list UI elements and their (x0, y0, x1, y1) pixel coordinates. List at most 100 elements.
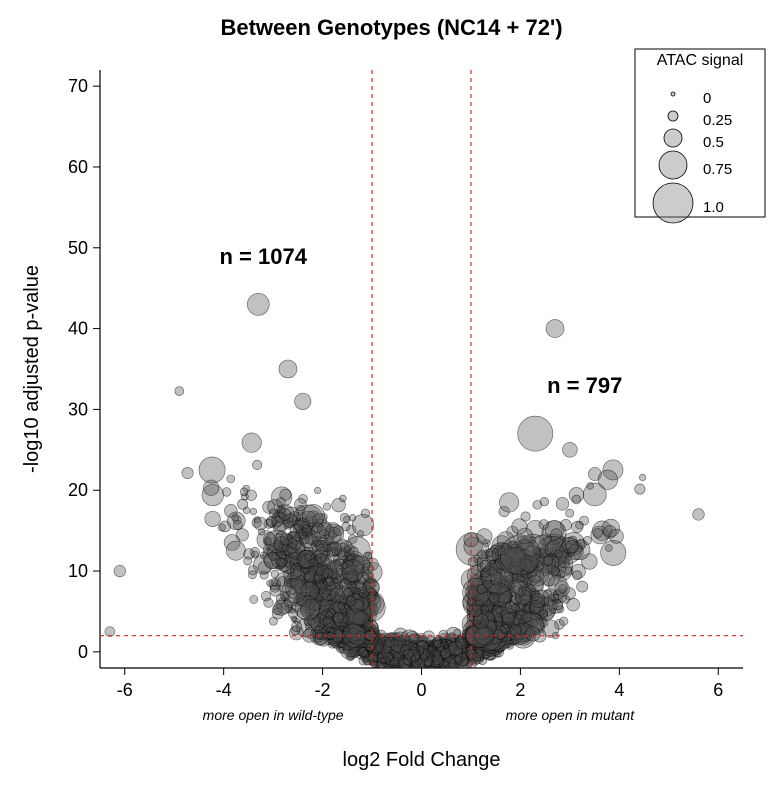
data-point (577, 581, 588, 592)
data-point (566, 541, 579, 554)
data-point (226, 541, 245, 560)
data-point (609, 529, 623, 543)
data-point (264, 598, 273, 607)
data-point (270, 585, 281, 596)
data-point (227, 475, 235, 483)
data-point (269, 617, 277, 625)
data-point (468, 557, 478, 567)
legend-swatch (668, 111, 678, 121)
data-point (305, 533, 316, 544)
data-point (562, 442, 577, 457)
data-point (510, 624, 521, 635)
data-point (454, 655, 462, 663)
data-point (531, 594, 545, 608)
data-point (368, 653, 378, 663)
data-point (338, 602, 345, 609)
data-point (486, 549, 493, 556)
data-point (332, 498, 346, 512)
y-tick-label: 30 (68, 399, 88, 419)
y-tick-label: 10 (68, 561, 88, 581)
data-point (639, 474, 646, 481)
data-point (349, 547, 358, 556)
data-point (521, 612, 531, 622)
data-point (318, 522, 331, 535)
data-point (526, 627, 540, 641)
data-point (314, 574, 322, 582)
data-point (244, 557, 252, 565)
data-point (271, 570, 279, 578)
legend-label: 1.0 (703, 199, 724, 216)
data-point (328, 543, 341, 556)
data-point (579, 516, 588, 525)
x-tick-label: 6 (713, 680, 723, 700)
data-point (316, 540, 328, 552)
data-point (267, 516, 277, 526)
data-point (502, 613, 514, 625)
data-point (559, 617, 568, 626)
legend-swatch (659, 151, 687, 179)
data-point (555, 550, 562, 557)
data-point (346, 596, 356, 606)
data-point (380, 657, 386, 663)
data-point (693, 509, 705, 521)
x-sub-label-right: more open in mutant (506, 707, 636, 723)
data-point (505, 602, 516, 613)
data-point (403, 649, 413, 659)
data-point (246, 490, 257, 501)
data-point (518, 416, 553, 451)
data-point (293, 568, 302, 577)
y-tick-label: 60 (68, 157, 88, 177)
data-point (288, 539, 297, 548)
x-tick-label: 2 (515, 680, 525, 700)
x-tick-label: -6 (117, 680, 133, 700)
data-point (605, 545, 612, 552)
data-point (277, 558, 286, 567)
legend-swatch (664, 129, 682, 147)
x-sub-label-left: more open in wild-type (203, 707, 344, 723)
data-point (182, 467, 193, 478)
data-point (114, 565, 126, 577)
y-tick-label: 40 (68, 319, 88, 339)
data-point (540, 497, 549, 506)
data-point (468, 653, 480, 665)
data-point (334, 526, 344, 536)
data-point (587, 483, 594, 490)
data-point (496, 607, 503, 614)
data-point (601, 540, 626, 565)
points-layer (105, 293, 704, 672)
data-point (539, 609, 547, 617)
data-point (434, 640, 442, 648)
data-point (199, 457, 225, 483)
data-point (361, 509, 370, 518)
data-point (566, 509, 574, 517)
legend-swatch (671, 92, 675, 96)
data-point (449, 641, 463, 655)
data-point (218, 524, 225, 531)
y-tick-label: 0 (78, 642, 88, 662)
data-point (341, 562, 348, 569)
data-point (342, 624, 366, 648)
x-tick-label: -2 (315, 680, 331, 700)
data-point (318, 583, 325, 590)
data-point (439, 630, 448, 639)
data-point (252, 460, 261, 469)
count-left: n = 1074 (219, 244, 307, 269)
data-point (236, 529, 248, 541)
volcano-plot-container: Between Genotypes (NC14 + 72')-6-4-20246… (0, 0, 783, 788)
data-point (480, 560, 491, 571)
data-point (305, 553, 312, 560)
data-point (556, 497, 569, 510)
data-point (454, 629, 461, 636)
data-point (433, 650, 440, 657)
legend-label: 0.25 (703, 112, 732, 129)
data-point (543, 556, 552, 565)
data-point (292, 621, 302, 631)
data-point (441, 641, 446, 646)
data-point (250, 508, 257, 515)
data-point (500, 535, 540, 575)
legend-label: 0.75 (703, 161, 732, 178)
data-point (477, 529, 492, 544)
data-point (527, 576, 543, 592)
data-point (573, 571, 582, 580)
x-tick-label: 4 (614, 680, 624, 700)
